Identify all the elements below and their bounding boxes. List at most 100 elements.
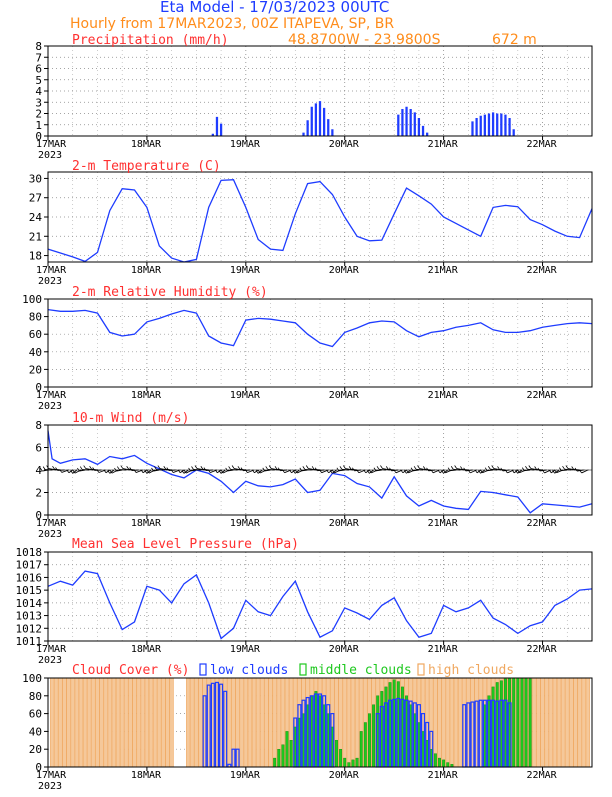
cloud-bar-high	[347, 678, 351, 767]
cloud-bar-middle	[273, 758, 275, 767]
year-label: 2023	[38, 276, 62, 287]
cloud-bar-high	[545, 678, 549, 767]
ytick-label: 21	[29, 230, 42, 243]
cloud-bar-high	[343, 678, 347, 767]
cloud-bar-high	[260, 678, 264, 767]
cloud-bar-middle	[335, 740, 337, 767]
xtick-label: 19MAR	[230, 518, 261, 529]
xtick-label: 22MAR	[527, 518, 558, 529]
year-label: 2023	[38, 781, 62, 792]
cloud-bar-middle	[447, 763, 449, 767]
wind-barb-flag	[269, 466, 271, 469]
precip-bar	[496, 114, 498, 137]
cloud-bar-high	[129, 678, 133, 767]
cloud-bar-high	[133, 678, 137, 767]
cloud-bar-high	[450, 678, 454, 767]
wind-barb-flag	[563, 466, 565, 469]
cloud-bar-high	[561, 678, 565, 767]
precip-bar	[500, 114, 502, 137]
precip-bar	[492, 112, 494, 136]
cloud-bar-high	[54, 678, 58, 767]
xtick-label: 19MAR	[230, 644, 261, 655]
wind-barb-flag	[380, 466, 382, 469]
xtick-label: 17MAR	[36, 644, 67, 655]
wind-barb-flag	[117, 467, 119, 470]
cloud-bar-middle	[278, 749, 280, 767]
precip-bar	[484, 115, 486, 136]
cloud-bar-high	[256, 678, 260, 767]
cloud-bar-high	[269, 678, 273, 767]
cloud-bar-high	[458, 678, 462, 767]
xtick-label: 20MAR	[329, 770, 360, 781]
cloud-bar-high	[166, 678, 170, 767]
precip-bar	[414, 112, 416, 136]
cloud-bar-middle	[368, 714, 370, 767]
ytick-label: 100	[22, 293, 42, 306]
cloud-bar-high	[116, 678, 120, 767]
cloud-bar-high	[273, 678, 277, 767]
cloud-bar-high	[574, 678, 578, 767]
cloud-bar-high	[190, 678, 194, 767]
xtick-label: 22MAR	[527, 770, 558, 781]
cloud-bar-high	[157, 678, 161, 767]
cloud-bar-high	[120, 678, 124, 767]
cloud-bar-high	[67, 678, 71, 767]
precip-bar	[480, 116, 482, 136]
legend-label: middle clouds	[310, 663, 412, 678]
cloud-bar-high	[63, 678, 67, 767]
cloud-bar-high	[112, 678, 116, 767]
cloud-bar-high	[91, 678, 95, 767]
cloud-bar-middle	[348, 763, 350, 767]
cloud-bar-high	[541, 678, 545, 767]
xtick-label: 17MAR	[36, 390, 67, 401]
wind-barb-flag	[238, 466, 240, 469]
cloud-bar-middle	[356, 758, 358, 767]
xtick-label: 19MAR	[230, 265, 261, 276]
panel-title: Cloud Cover (%)	[72, 663, 189, 678]
precip-bar	[216, 117, 218, 136]
ytick-label: 8	[35, 40, 42, 53]
ytick-label: 80	[29, 690, 42, 703]
cloud-bar-high	[532, 678, 536, 767]
precip-bar	[220, 124, 222, 136]
cloud-bar-high	[442, 678, 446, 767]
cloud-bar-high	[141, 678, 145, 767]
ytick-label: 24	[29, 211, 43, 224]
wind-barb-flag	[53, 466, 55, 469]
precip-bar	[410, 109, 412, 136]
precip-bar	[513, 129, 515, 136]
ytick-label: 8	[35, 419, 42, 432]
cloud-bar-high	[83, 678, 87, 767]
wind-barb-flag	[337, 468, 339, 471]
cloud-bar-middle	[339, 749, 341, 767]
cloud-bar-high	[549, 678, 553, 767]
cloud-bar-middle	[352, 760, 354, 767]
ytick-label: 1012	[16, 622, 43, 635]
cloud-bar-middle	[343, 758, 345, 767]
wind-barb-flag	[127, 466, 129, 469]
ytick-label: 1016	[16, 571, 43, 584]
cloud-bar-high	[438, 678, 442, 767]
xtick-label: 22MAR	[527, 644, 558, 655]
ytick-label: 1015	[16, 584, 43, 597]
wind-barb-flag	[189, 468, 191, 471]
wind-barb-flag	[529, 466, 531, 469]
cloud-bar-high	[351, 678, 355, 767]
cloud-bar-high	[186, 678, 190, 767]
cloud-bar-middle	[372, 705, 374, 767]
xtick-label: 19MAR	[230, 770, 261, 781]
wind-barb-flag	[488, 466, 490, 469]
wind-barb-flag	[566, 466, 568, 469]
wind-barb-flag	[164, 466, 166, 469]
year-label: 2023	[38, 655, 62, 666]
precip-bar	[397, 115, 399, 136]
cloud-bar-high	[137, 678, 141, 767]
wind-barb-flag	[266, 466, 268, 469]
wind-barb-flag	[77, 468, 79, 471]
wind-barb-flag	[377, 466, 379, 469]
wind-barb-flag	[374, 468, 376, 471]
wind-barb-flag	[84, 466, 86, 469]
xtick-label: 19MAR	[230, 390, 261, 401]
